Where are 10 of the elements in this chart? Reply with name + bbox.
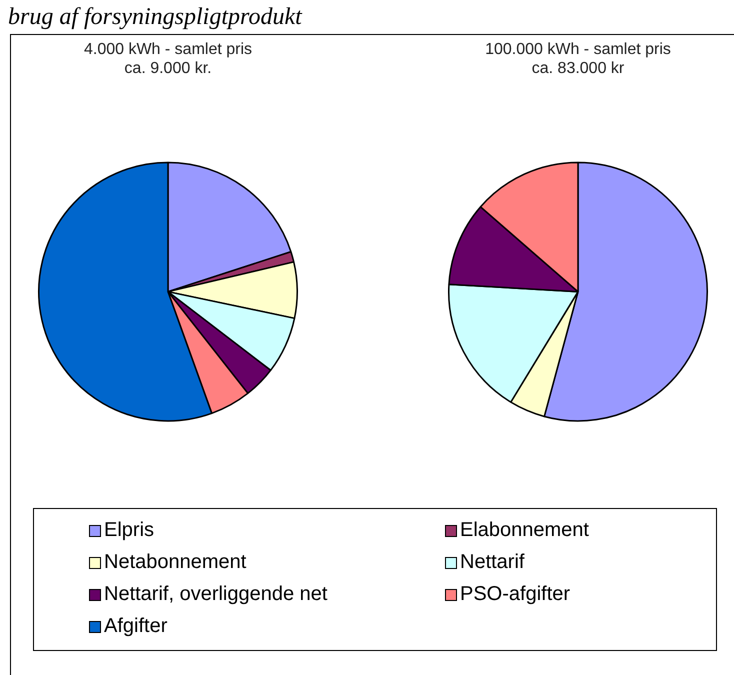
legend-label: Nettarif [460, 551, 524, 574]
text: brug af forsyningspligtprodukt [8, 4, 302, 31]
legend-label: Afgifter [104, 615, 168, 638]
legend-label: Elabonnement [460, 519, 589, 542]
chart-title: 100.000 kWh - samlet pris ca. 83.000 kr [485, 41, 671, 78]
legend-label: Nettarif, overliggende net [104, 583, 328, 606]
legend-label: PSO-afgifter [460, 583, 570, 606]
chart-title: 4.000 kWh - samlet pris ca. 9.000 kr. [84, 41, 252, 78]
legend-label: Elpris [104, 519, 154, 542]
legend-label: Netabonnement [104, 551, 246, 574]
